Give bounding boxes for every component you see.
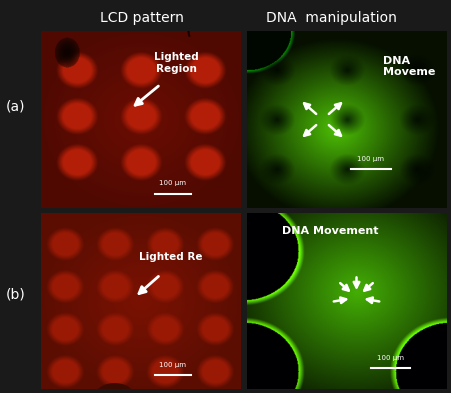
Text: DNA
Moveme: DNA Moveme	[382, 56, 435, 77]
Text: LCD pattern: LCD pattern	[100, 11, 184, 25]
Ellipse shape	[97, 384, 133, 393]
Text: 100 μm: 100 μm	[377, 355, 404, 361]
Text: 100 μm: 100 μm	[159, 362, 186, 368]
Text: Lighted Re: Lighted Re	[139, 252, 202, 262]
Text: (a): (a)	[6, 99, 26, 113]
Text: DNA  manipulation: DNA manipulation	[266, 11, 397, 25]
Text: Lighted
Region: Lighted Region	[154, 52, 199, 74]
Text: 100 μm: 100 μm	[357, 156, 384, 162]
Text: 100 μm: 100 μm	[159, 180, 186, 186]
Text: DNA Movement: DNA Movement	[282, 226, 379, 235]
Text: (b): (b)	[6, 288, 26, 302]
